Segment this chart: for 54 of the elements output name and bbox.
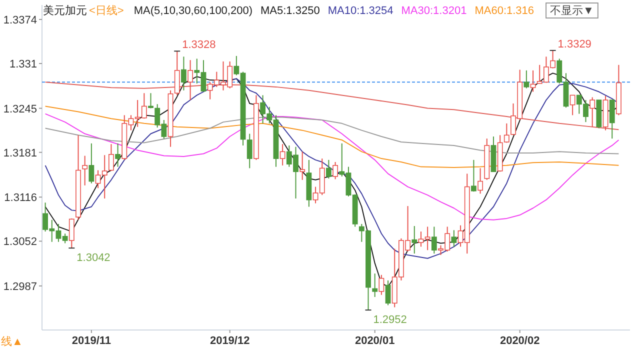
candlestick bbox=[108, 144, 114, 172]
candlestick bbox=[530, 70, 536, 92]
candlestick bbox=[82, 155, 88, 186]
chart-subtitle: <日线> bbox=[89, 4, 124, 17]
candlestick bbox=[570, 94, 576, 116]
candlestick bbox=[326, 159, 332, 180]
text: MA60:1.316 bbox=[474, 5, 534, 17]
y-tick-label: 1.3374 bbox=[3, 14, 37, 26]
text: MA10:1.3254 bbox=[328, 5, 394, 17]
candlestick bbox=[68, 218, 74, 249]
y-tick-label: 1.2987 bbox=[3, 280, 37, 293]
line-series bbox=[44, 106, 620, 168]
annotation: 1.2952 bbox=[373, 314, 407, 326]
candlestick bbox=[524, 70, 530, 89]
candlestick bbox=[246, 133, 252, 169]
candlestick bbox=[181, 56, 186, 91]
line-series bbox=[44, 113, 620, 220]
text: 线▲ bbox=[1, 335, 23, 348]
chart-title: 美元加元 bbox=[43, 4, 87, 17]
annotation: 不显示▼ bbox=[550, 5, 594, 17]
y-tick-label: 1.3245 bbox=[3, 103, 37, 116]
candlestick bbox=[451, 230, 457, 248]
text: MA5:1.3250 bbox=[260, 5, 320, 17]
candlestick bbox=[115, 142, 121, 168]
x-tick-label: 2020/01 bbox=[354, 335, 395, 347]
y-tick-label: 1.3116 bbox=[4, 192, 37, 204]
annotation: 1.3329 bbox=[558, 38, 592, 50]
annotation: MA(5,10,30,60,100,200) bbox=[134, 5, 252, 17]
x-tick-label: 2019/12 bbox=[210, 335, 250, 347]
candlestick bbox=[431, 226, 437, 254]
candlestick bbox=[372, 273, 378, 298]
y-tick-label: 1.3052 bbox=[3, 236, 37, 248]
candlestick bbox=[412, 226, 418, 254]
candlestick bbox=[300, 151, 306, 180]
annotation: 1.3042 bbox=[76, 252, 110, 264]
text: MA30:1.3201 bbox=[401, 5, 467, 17]
annotation: 1.3328 bbox=[182, 39, 216, 52]
line-series bbox=[44, 116, 620, 154]
candlestick bbox=[378, 274, 384, 296]
candlestick bbox=[478, 168, 484, 194]
y-tick-label: 1.3181 bbox=[3, 147, 37, 160]
candlestick bbox=[385, 280, 391, 306]
x-tick-label: 2020/02 bbox=[500, 335, 540, 347]
candlestick bbox=[471, 159, 476, 192]
candlestick bbox=[280, 144, 286, 166]
candlestick bbox=[188, 60, 194, 101]
candlestick bbox=[88, 142, 94, 184]
candlestick bbox=[332, 161, 338, 180]
candlestick bbox=[174, 50, 180, 96]
candlestick bbox=[609, 100, 615, 140]
candlestick bbox=[148, 92, 154, 109]
y-tick-label: 1.331 bbox=[9, 58, 37, 71]
x-tick-label: 2019/11 bbox=[72, 335, 112, 347]
candlestick bbox=[590, 96, 596, 128]
